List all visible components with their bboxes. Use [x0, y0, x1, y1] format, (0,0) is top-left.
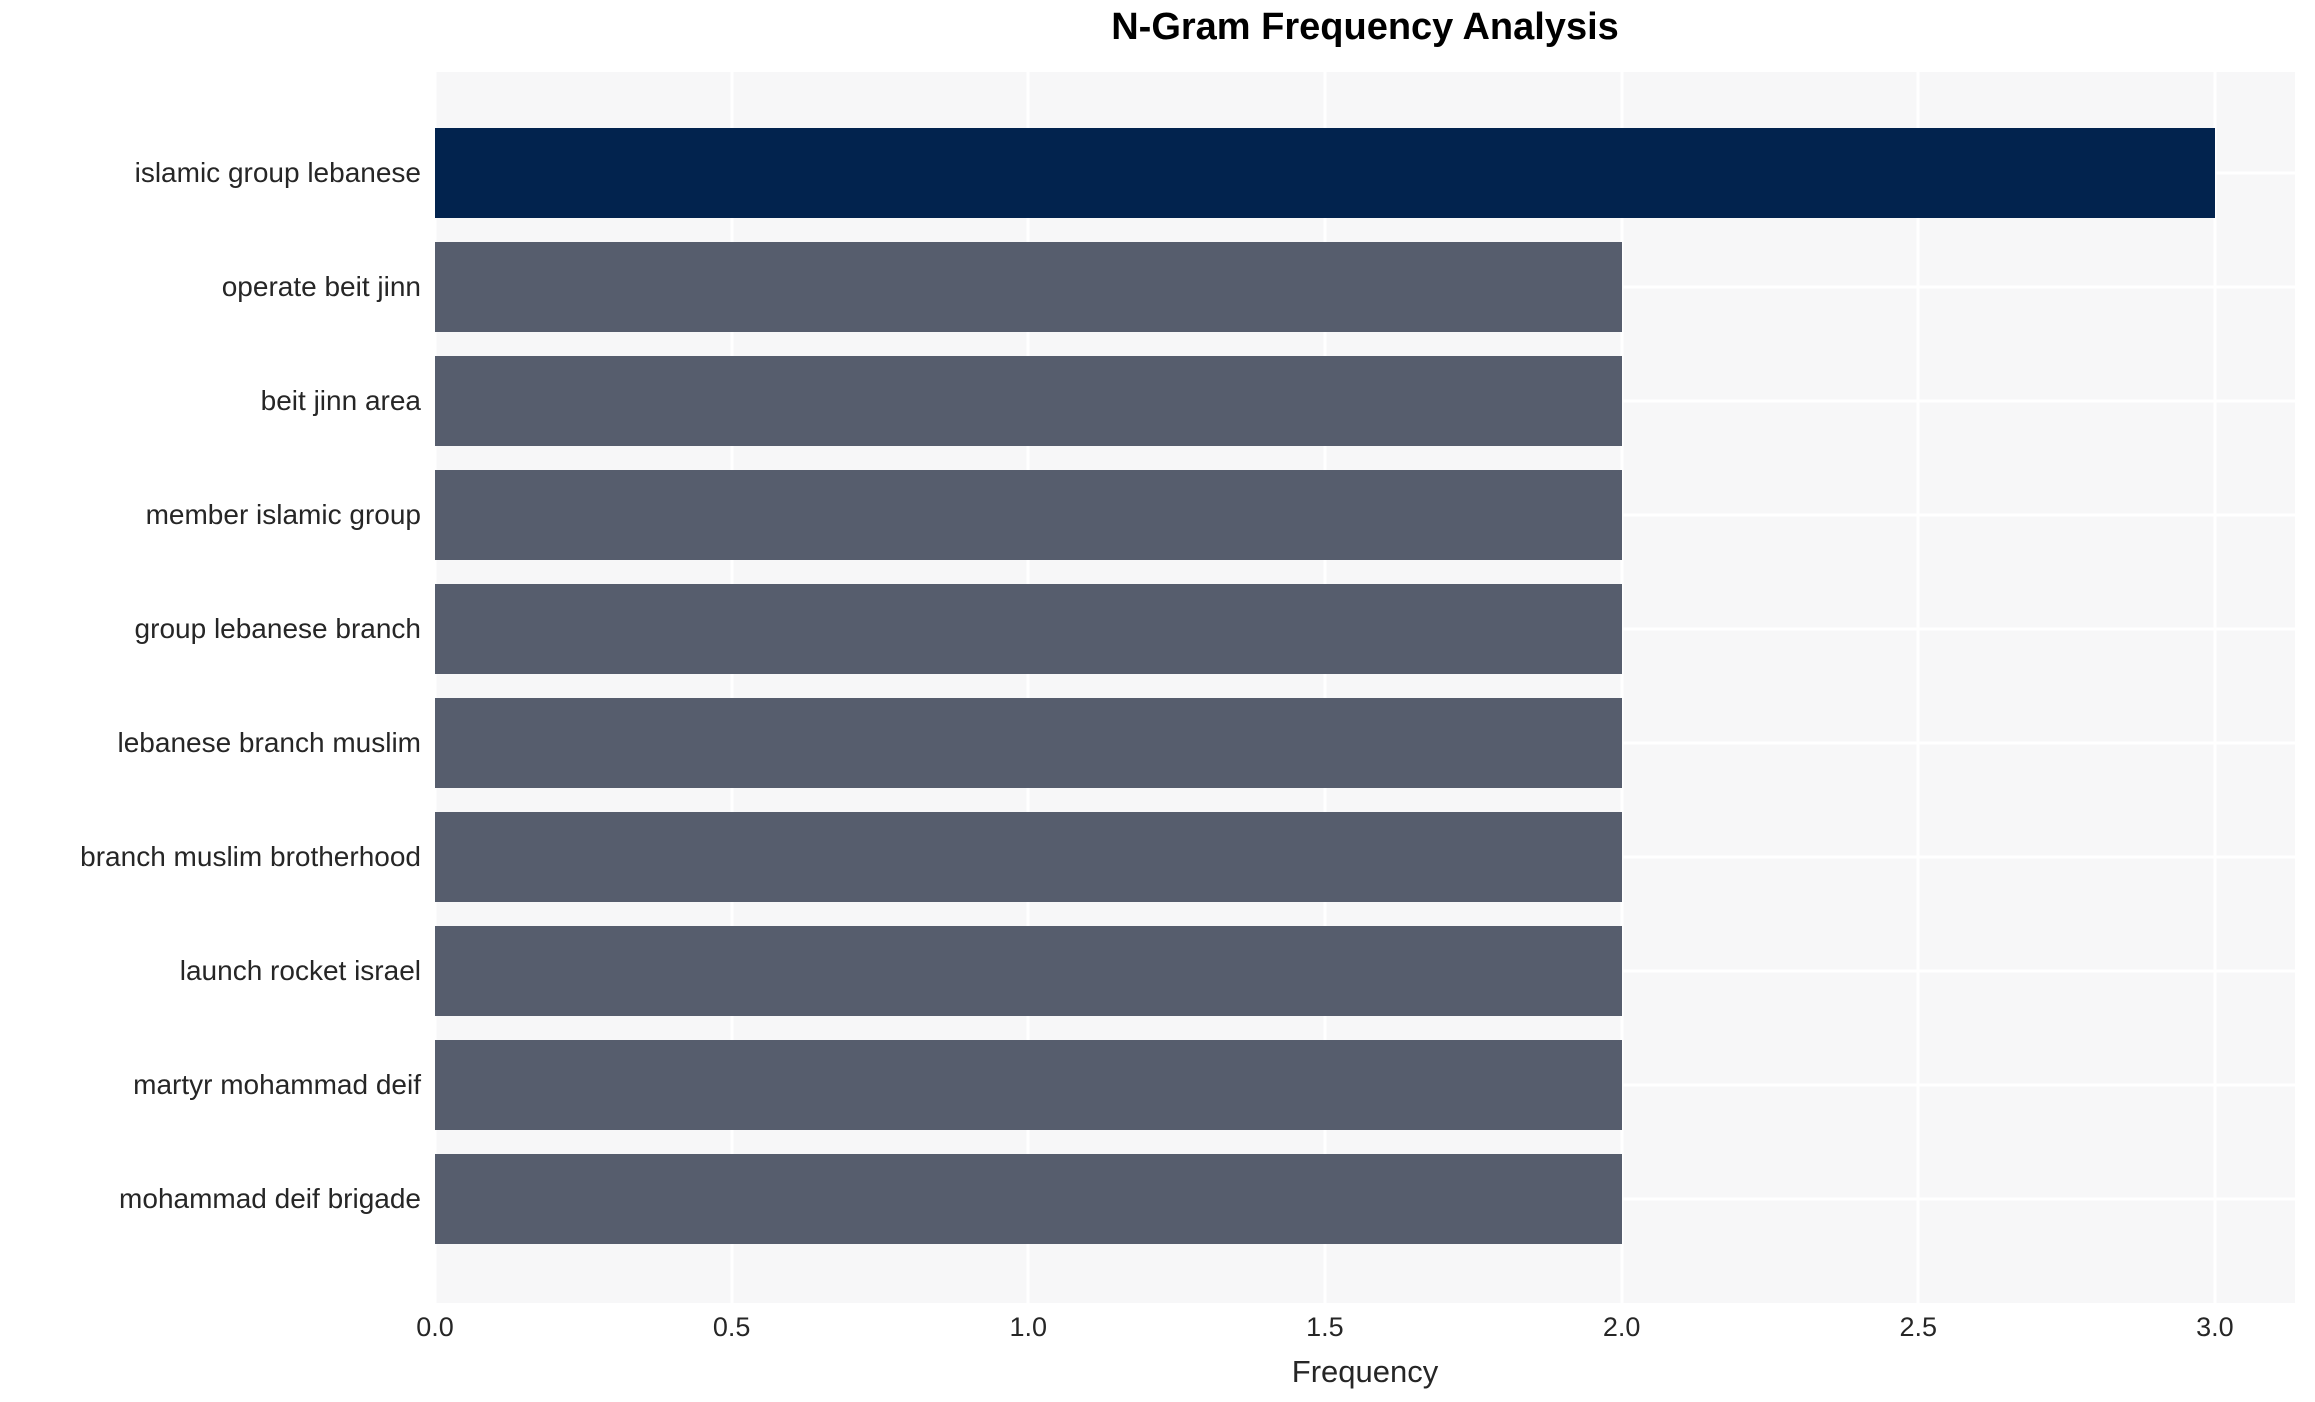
y-tick-label: mohammad deif brigade — [119, 1183, 421, 1214]
bar-group-lebanese-branch — [435, 584, 1622, 674]
x-tick-label: 2.0 — [1602, 1312, 1641, 1342]
y-tick-label: group lebanese branch — [134, 613, 421, 644]
y-tick-label: martyr mohammad deif — [133, 1069, 421, 1100]
x-tick-label: 1.5 — [1306, 1312, 1344, 1342]
bar-branch-muslim-brotherhood — [435, 812, 1622, 902]
vertical-gridline — [1323, 72, 1327, 1303]
x-tick-label: 0.5 — [712, 1312, 751, 1342]
vertical-gridline — [1916, 72, 1920, 1303]
x-tick-label: 3.0 — [2196, 1312, 2234, 1342]
y-tick-label: islamic group lebanese — [134, 157, 421, 188]
vertical-gridline — [433, 72, 437, 1303]
bar-lebanese-branch-muslim — [435, 698, 1622, 788]
bar-member-islamic-group — [435, 470, 1622, 560]
vertical-gridline — [1620, 72, 1624, 1303]
bar-islamic-group-lebanese — [435, 128, 2215, 218]
bar-mohammad-deif-brigade — [435, 1154, 1622, 1244]
y-axis-labels: islamic group lebanese operate beit jinn b… — [0, 72, 421, 1303]
vertical-gridline — [730, 72, 734, 1303]
y-tick-label: lebanese branch muslim — [117, 727, 422, 758]
bar-operate-beit-jinn — [435, 242, 1622, 332]
x-axis-ticks: 0.0 0.5 1.0 1.5 2.0 2.5 3.0 — [416, 1312, 2295, 1346]
vertical-gridline — [1026, 72, 1030, 1303]
plot-area — [433, 72, 2295, 1303]
x-tick-label: 1.0 — [1009, 1312, 1048, 1342]
x-tick-label: 2.5 — [1899, 1312, 1938, 1342]
y-tick-label: launch rocket israel — [179, 955, 421, 986]
bar-launch-rocket-israel — [435, 926, 1622, 1016]
y-tick-label: beit jinn area — [260, 385, 421, 416]
x-axis-title: Frequency — [1291, 1354, 1439, 1389]
y-tick-label: member islamic group — [145, 499, 421, 530]
chart-title: N-Gram Frequency Analysis — [1111, 6, 1619, 48]
bar-martyr-mohammad-deif — [435, 1040, 1622, 1130]
y-tick-label: operate beit jinn — [221, 271, 421, 302]
vertical-gridline — [2213, 72, 2217, 1303]
x-tick-label: 0.0 — [416, 1312, 454, 1342]
bar-beit-jinn-area — [435, 356, 1622, 446]
y-tick-label: branch muslim brotherhood — [80, 841, 421, 872]
